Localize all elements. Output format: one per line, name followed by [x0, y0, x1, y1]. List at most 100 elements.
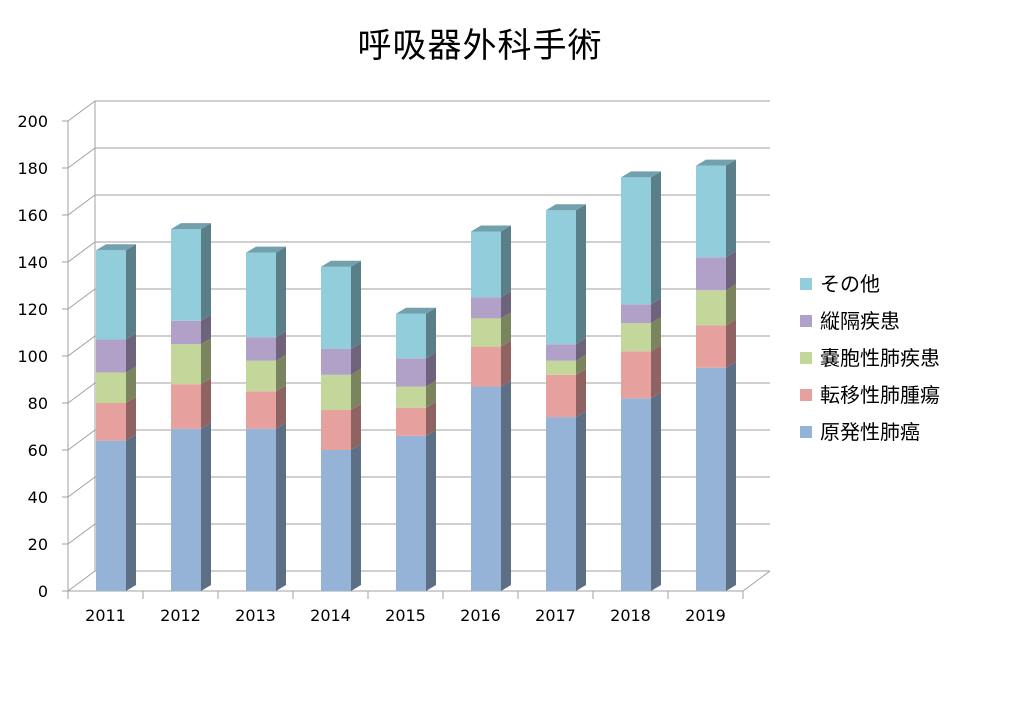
bar-top-face [246, 246, 286, 253]
bar-segment-side [201, 338, 211, 385]
bar-segment [696, 257, 726, 291]
bar-segment [321, 410, 351, 450]
bar-segment [396, 435, 426, 591]
bar-stack-2018 [621, 171, 661, 591]
y-tick-label: 200 [17, 112, 48, 131]
gridline [67, 100, 770, 122]
bar-stack-2019 [696, 159, 736, 591]
bar-segment [546, 210, 576, 345]
bar-stack-2014 [321, 260, 361, 591]
bar-segment [321, 266, 351, 349]
bar-segment [246, 337, 276, 361]
bar-segment [321, 450, 351, 591]
bar-segment-side [351, 260, 361, 349]
bar-segment [96, 372, 126, 403]
bar-segment-side [576, 204, 586, 345]
bar-segment-side [726, 319, 736, 368]
y-tick-label: 20 [28, 535, 48, 554]
bar-segment-side [426, 352, 436, 387]
y-tick-label: 60 [28, 441, 48, 460]
bar-segment-side [351, 404, 361, 450]
bar-segment-side [351, 342, 361, 375]
bar-segment [321, 348, 351, 375]
bar-segment-side [651, 392, 661, 591]
bar-segment [621, 351, 651, 399]
bar-segment [171, 229, 201, 321]
bar-segment [171, 344, 201, 385]
bar-segment [621, 304, 651, 324]
bar-segment-side [576, 368, 586, 418]
bar-segment-side [276, 246, 286, 338]
bar-segment [696, 165, 726, 258]
bar-segment-side [276, 331, 286, 361]
y-tick-label: 160 [17, 206, 48, 225]
legend-item: 原発性肺癌 [800, 420, 920, 444]
bar-segment [696, 290, 726, 326]
bar-segment [321, 374, 351, 411]
bar-segment-side [726, 361, 736, 591]
bar-segment-side [201, 422, 211, 591]
bar-segment [246, 360, 276, 392]
x-tick-labels: 2011 2012 2013 2014 2015 2016 2017 2018 2019 [85, 606, 726, 625]
bar-segment [396, 313, 426, 359]
bar-segment [96, 250, 126, 340]
bar-stack-2011 [96, 244, 136, 591]
bar-segment-side [576, 338, 586, 361]
bar-segment-side [726, 251, 736, 291]
bar-stack-2016 [471, 225, 511, 591]
legend-item: その他 [800, 272, 880, 296]
y-tick-label: 140 [17, 253, 48, 272]
legend-item: 嚢胞性肺疾患 [800, 346, 940, 370]
bar-segment [96, 403, 126, 441]
legend-swatch [800, 278, 812, 290]
bar-stack-2015 [396, 307, 436, 591]
bar-segment [171, 384, 201, 429]
bar-segment-side [276, 354, 286, 392]
y-tick-labels: 0 20 40 60 80 100 120 140 160 180 200 [17, 112, 48, 601]
x-tick-label: 2013 [235, 606, 276, 625]
bar-segment [396, 407, 426, 436]
bar-top-face [546, 204, 586, 211]
bar-stack-2013 [246, 246, 286, 591]
bar-segment-side [651, 298, 661, 324]
bar-segment [546, 374, 576, 418]
bar-segment [471, 318, 501, 347]
y-tick-label: 180 [17, 159, 48, 178]
y-tick-label: 100 [17, 347, 48, 366]
x-tick-label: 2019 [685, 606, 726, 625]
bar-segment-side [651, 171, 661, 305]
bar-segment [471, 297, 501, 319]
legend-label: その他 [820, 272, 880, 296]
bar-segment-side [576, 354, 586, 375]
bar-segment-side [201, 314, 211, 345]
legend-item: 転移性肺腫瘍 [800, 383, 940, 407]
x-tick-label: 2017 [535, 606, 576, 625]
bars-layer [96, 159, 736, 591]
legend-swatch [800, 315, 812, 327]
y-tick-label: 40 [28, 488, 48, 507]
x-tick-label: 2016 [460, 606, 501, 625]
x-tick-label: 2011 [85, 606, 126, 625]
bar-segment-side [351, 368, 361, 411]
bar-segment-side [126, 366, 136, 403]
bar-segment [546, 344, 576, 361]
bar-segment [246, 428, 276, 591]
gridline [67, 194, 770, 216]
bar-segment-side [126, 244, 136, 340]
chart-title: 呼吸器外科手術 [357, 26, 603, 66]
x-tick-label: 2018 [610, 606, 651, 625]
bar-segment-side [651, 317, 661, 352]
bar-segment-side [426, 307, 436, 359]
bar-segment-side [501, 312, 511, 347]
x-tick-label: 2015 [385, 606, 426, 625]
bar-segment-side [651, 345, 661, 399]
x-tick-label: 2014 [310, 606, 351, 625]
legend-label: 嚢胞性肺疾患 [820, 346, 940, 370]
bar-segment [171, 428, 201, 591]
bar-segment-side [201, 223, 211, 321]
legend-item: 縦隔疾患 [800, 309, 900, 333]
bar-segment [621, 398, 651, 591]
bar-segment-side [501, 225, 511, 298]
bar-segment-side [276, 385, 286, 429]
